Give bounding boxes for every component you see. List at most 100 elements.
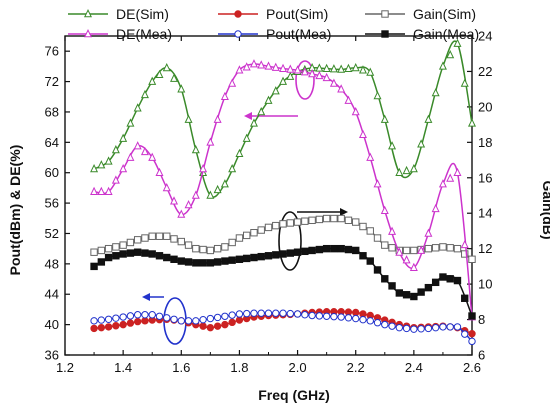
data-point: [352, 308, 360, 317]
data-point: [170, 235, 178, 243]
data-point: [453, 244, 462, 253]
data-point: [155, 167, 164, 177]
data-point: [373, 234, 382, 242]
data-point: [97, 323, 106, 332]
data-point: [235, 316, 244, 324]
data-point: [366, 257, 374, 265]
data-point: [126, 118, 135, 127]
y2-tick-label: 14: [478, 206, 492, 221]
data-point: [184, 200, 193, 209]
data-point: [431, 88, 440, 97]
data-point: [206, 323, 215, 332]
data-point: [438, 179, 447, 188]
data-point: [373, 319, 382, 327]
data-point: [111, 175, 120, 184]
y2-tick-label: 16: [478, 170, 492, 185]
data-point: [228, 256, 236, 264]
data-point: [148, 250, 156, 258]
data-point: [133, 103, 142, 112]
data-point: [410, 292, 418, 301]
data-point: [337, 214, 345, 223]
data-point: [468, 255, 476, 264]
series-line-de-mea: [93, 63, 473, 318]
data-point: [352, 314, 360, 323]
data-point: [402, 324, 411, 333]
data-point: [410, 325, 418, 333]
x-tick-label: 1.8: [230, 360, 248, 375]
data-point: [395, 323, 404, 332]
data-point: [90, 262, 98, 271]
legend-swatch-marker: [84, 29, 92, 38]
data-point: [184, 317, 193, 325]
legend-swatch-marker: [234, 30, 242, 38]
annotation-arrowhead-de: [244, 112, 252, 120]
data-point: [213, 114, 222, 123]
data-point: [242, 309, 251, 318]
data-point: [460, 239, 469, 249]
data-point: [90, 248, 98, 256]
data-point: [177, 257, 185, 265]
data-point: [97, 246, 106, 255]
data-point: [301, 247, 309, 256]
data-point: [424, 114, 433, 123]
data-point: [104, 186, 113, 196]
data-point: [221, 243, 229, 251]
data-point: [431, 244, 440, 252]
data-point: [373, 179, 382, 188]
data-point: [315, 215, 324, 224]
data-point: [162, 182, 171, 192]
data-point: [337, 244, 345, 253]
data-point: [358, 65, 367, 74]
data-point: [191, 190, 200, 199]
data-point: [257, 60, 266, 69]
data-point: [301, 217, 309, 225]
y-tick-label: 48: [45, 256, 59, 271]
legend-label: Gain(Sim): [413, 6, 476, 22]
data-point: [468, 312, 476, 320]
data-point: [257, 226, 265, 234]
data-point: [119, 250, 127, 258]
annotation-ellipse-de: [295, 60, 315, 100]
data-point: [221, 312, 229, 320]
series-gain-sim: [90, 214, 476, 264]
data-point: [148, 311, 156, 319]
data-point: [235, 65, 244, 74]
data-point: [220, 91, 229, 101]
y2-tick-label: 10: [478, 277, 492, 292]
data-point: [272, 251, 280, 259]
data-point: [293, 310, 302, 318]
data-point: [438, 61, 447, 70]
data-point: [250, 253, 258, 262]
y-tick-label: 40: [45, 317, 59, 332]
data-point: [242, 62, 251, 71]
data-point: [148, 232, 156, 240]
data-point: [461, 330, 469, 338]
data-point: [439, 243, 447, 251]
data-point: [293, 65, 302, 74]
data-point: [460, 78, 469, 87]
data-point: [206, 259, 215, 267]
x-tick-label: 1.6: [172, 360, 190, 375]
data-point: [141, 311, 149, 319]
data-point: [453, 323, 462, 331]
data-point: [381, 241, 389, 249]
data-point: [228, 318, 236, 327]
data-point: [257, 252, 265, 261]
data-point: [308, 69, 317, 78]
data-point: [366, 317, 374, 325]
data-point: [402, 246, 411, 255]
data-point: [257, 107, 266, 116]
data-point: [468, 118, 476, 127]
data-point: [170, 315, 178, 324]
data-point: [192, 317, 200, 325]
series-de-mea: [90, 59, 476, 321]
data-point: [235, 148, 244, 158]
data-point: [163, 253, 171, 262]
data-point: [112, 252, 120, 260]
data-point: [112, 243, 120, 251]
data-point: [119, 241, 127, 249]
data-point: [90, 163, 99, 173]
data-point: [424, 283, 433, 292]
data-point: [272, 309, 280, 317]
series-pout-mea: [90, 309, 476, 346]
